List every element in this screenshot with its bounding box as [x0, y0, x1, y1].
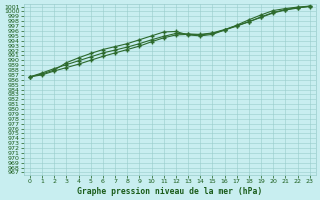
X-axis label: Graphe pression niveau de la mer (hPa): Graphe pression niveau de la mer (hPa): [77, 187, 262, 196]
